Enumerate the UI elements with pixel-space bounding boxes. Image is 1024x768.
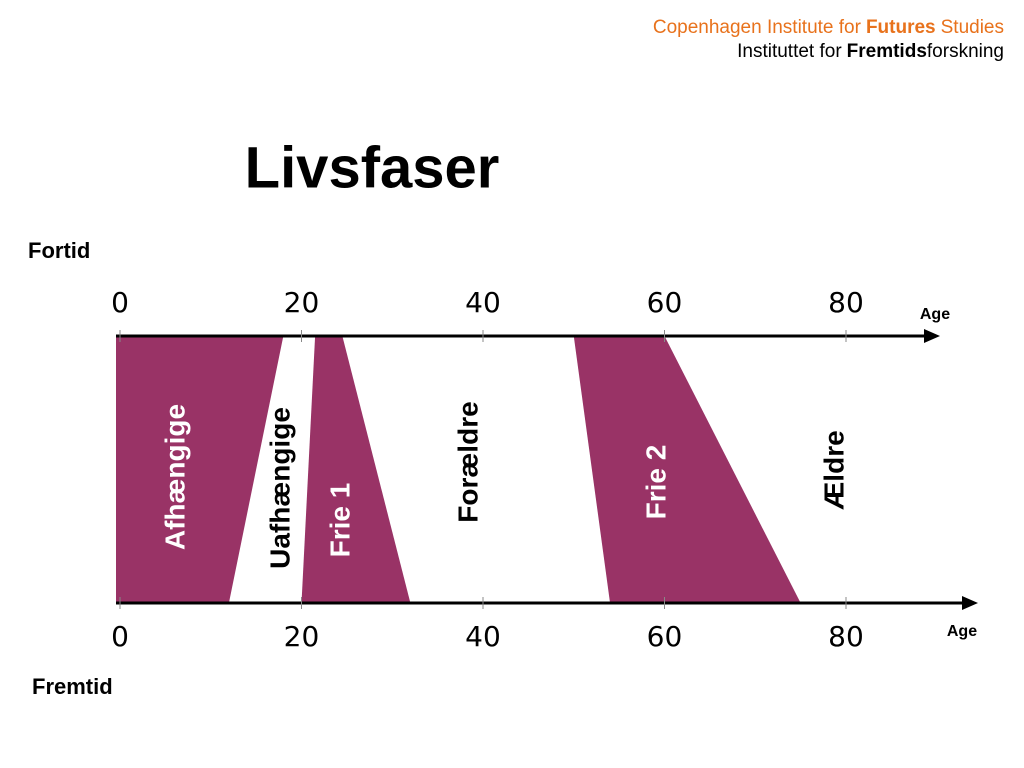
tick-label: 80 — [828, 620, 864, 653]
phase-label: Frie 1 — [324, 483, 355, 558]
phase-shape — [116, 336, 284, 603]
text: Fremtids — [846, 41, 927, 62]
tick-label: 60 — [647, 620, 683, 653]
tick-label: 20 — [284, 620, 320, 653]
header-line: Copenhagen Institute for Futures Studies — [653, 16, 1004, 40]
axis-arrow — [924, 329, 940, 343]
text: Copenhagen Institute for — [652, 17, 861, 38]
axis-label: Age — [920, 306, 950, 323]
phase-label: Frie 2 — [640, 445, 671, 520]
phase-label: Ældre — [818, 430, 849, 509]
tick-label: 40 — [465, 620, 501, 653]
tick-label: 80 — [828, 286, 864, 319]
tick-label: 20 — [284, 286, 320, 319]
axis-label: Age — [947, 623, 977, 640]
text: forskning — [926, 41, 1004, 62]
phase-label: Forældre — [452, 401, 483, 522]
text: Studies — [940, 17, 1004, 38]
header: Copenhagen Institute for Futures Studies I… — [653, 16, 1004, 64]
phase-label: Uafhængige — [264, 407, 295, 569]
axis-arrow — [962, 596, 978, 610]
future-label: Fremtid — [32, 674, 113, 699]
tick-label: 60 — [647, 286, 683, 319]
tick-label: 40 — [465, 286, 501, 319]
tick-label: 0 — [111, 286, 129, 319]
text: Instituttet for — [737, 41, 842, 62]
phase-shape — [573, 336, 801, 603]
header-line: Instituttet for Fremtidsforskning — [653, 40, 1004, 64]
tick-label: 0 — [111, 620, 129, 653]
phase-label: Afhængige — [159, 404, 190, 550]
title: Livsfaser — [245, 135, 500, 200]
phase-shape — [301, 336, 411, 603]
text: Futures — [865, 17, 936, 38]
past-label: Fortid — [28, 238, 90, 263]
